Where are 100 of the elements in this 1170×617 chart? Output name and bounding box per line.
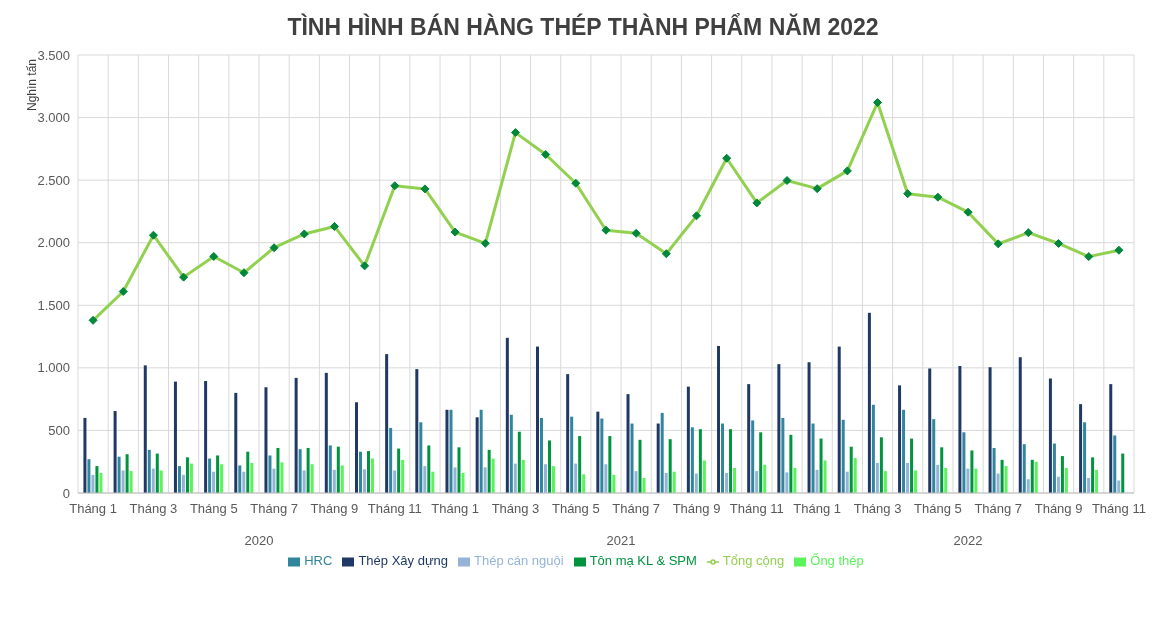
bar	[702, 460, 706, 493]
bar	[875, 462, 879, 493]
bar	[370, 458, 374, 493]
bar	[415, 369, 419, 493]
x-tick-label: Tháng 11	[1091, 501, 1146, 516]
bar	[867, 312, 871, 493]
bar	[962, 432, 966, 493]
bar	[1095, 469, 1099, 493]
bar	[970, 450, 974, 493]
bar	[582, 474, 586, 493]
bar	[117, 456, 121, 493]
y-tick-label: 1.000	[37, 360, 70, 376]
bar	[362, 469, 366, 493]
bar	[763, 464, 767, 493]
x-tick-label: Tháng 1	[793, 501, 842, 516]
legend-label: Thép Xây dựng	[358, 553, 449, 568]
bar	[1004, 466, 1008, 493]
bar	[185, 457, 189, 493]
bar	[570, 416, 574, 493]
bar	[596, 411, 600, 493]
bar	[479, 409, 483, 493]
bar	[902, 409, 906, 493]
bar	[630, 423, 634, 493]
bar	[212, 471, 216, 493]
bar	[1064, 467, 1068, 493]
bar	[487, 449, 491, 493]
bar	[996, 473, 1000, 493]
bar	[717, 345, 721, 493]
x-tick-label: Tháng 11	[367, 501, 422, 516]
bar	[936, 464, 940, 493]
bar	[1121, 453, 1125, 493]
y-tick-label: 500	[48, 423, 70, 439]
bar	[853, 457, 857, 493]
bar	[789, 434, 793, 493]
bar	[336, 446, 340, 493]
text: 2020	[244, 533, 274, 548]
bar	[612, 474, 616, 493]
bar	[238, 465, 242, 493]
bar	[129, 471, 133, 493]
bar	[781, 417, 785, 493]
bar	[419, 422, 423, 493]
bar	[883, 471, 887, 493]
bar	[431, 471, 435, 493]
y-tick-label: 1.500	[37, 297, 70, 313]
bar	[686, 386, 690, 493]
bar	[453, 467, 457, 493]
bar	[729, 429, 733, 493]
bar	[306, 447, 310, 493]
bar	[457, 447, 461, 493]
bar	[340, 465, 344, 493]
bar	[871, 404, 875, 493]
bar	[294, 377, 298, 493]
bar	[793, 467, 797, 493]
y-tick-label: 0	[62, 485, 70, 501]
bar	[99, 472, 103, 493]
bar	[536, 346, 539, 493]
bar	[807, 362, 811, 493]
bar	[578, 436, 582, 493]
bar	[785, 472, 789, 493]
x-tick-label: Tháng 3	[491, 501, 540, 516]
bar	[672, 471, 676, 493]
bar	[958, 365, 962, 493]
bar	[664, 472, 668, 493]
bar	[204, 381, 208, 493]
bar	[389, 427, 393, 493]
bar	[1113, 435, 1117, 493]
bar	[159, 470, 163, 493]
bar	[517, 431, 521, 493]
bar	[91, 474, 95, 493]
x-tick-label: Tháng 11	[729, 501, 784, 516]
bar	[540, 417, 543, 493]
x-tick-label: Tháng 1	[69, 501, 117, 516]
y-tick-label: 3.000	[37, 110, 70, 126]
bar	[574, 463, 578, 493]
bar	[1026, 479, 1030, 493]
y-tick-label: 3.500	[37, 47, 70, 63]
bar	[461, 472, 465, 493]
bar	[823, 460, 827, 493]
bar	[513, 463, 517, 493]
legend-label: Tổng cộng	[722, 553, 785, 568]
bar	[552, 466, 555, 493]
bar	[276, 447, 280, 493]
bar	[143, 365, 147, 493]
bar	[544, 464, 547, 493]
bar	[638, 439, 642, 493]
bar	[264, 387, 268, 493]
bar	[849, 446, 853, 493]
bar	[1079, 404, 1083, 493]
bar	[988, 367, 992, 493]
bar	[220, 464, 224, 493]
bar	[837, 346, 841, 493]
bar	[841, 419, 845, 493]
bar	[548, 440, 551, 493]
bar	[604, 464, 608, 493]
bar	[208, 458, 212, 493]
bar	[1052, 443, 1056, 493]
bar	[242, 471, 246, 493]
y-tick-label: 2.500	[37, 172, 70, 188]
bar	[332, 469, 336, 493]
bar	[246, 451, 250, 493]
